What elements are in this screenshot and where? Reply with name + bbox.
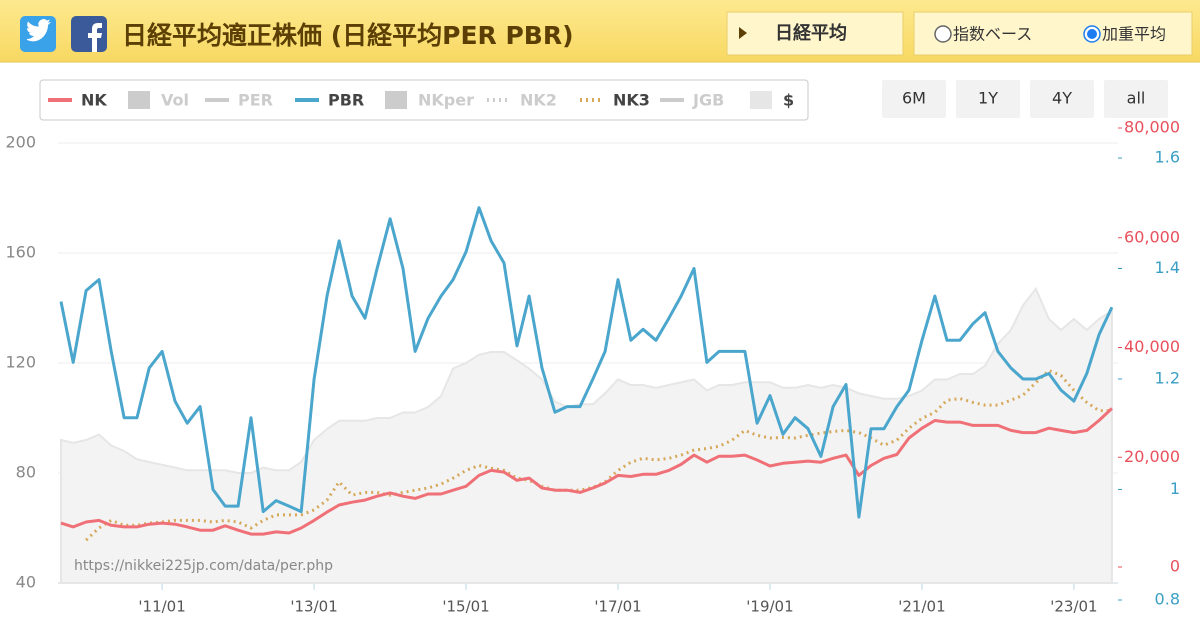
- legend-item[interactable]: NK2: [487, 91, 557, 110]
- y2-tick-label: 40,000: [1124, 337, 1180, 356]
- facebook-icon[interactable]: [71, 16, 107, 52]
- line-series: [60, 407, 1113, 536]
- legend-label: PER: [238, 91, 273, 110]
- y3-tick-label: 1: [1170, 479, 1180, 498]
- legend-label: Vol: [161, 91, 189, 110]
- legend-item[interactable]: NK3: [580, 91, 650, 110]
- x-tick-label: '13/01: [290, 598, 337, 616]
- legend-label: $: [783, 91, 794, 110]
- legend-item[interactable]: NKper: [385, 91, 474, 110]
- range-button[interactable]: [1104, 80, 1168, 118]
- twitter-icon[interactable]: [20, 16, 56, 52]
- dotted-series: [85, 368, 1112, 542]
- legend-swatch: [750, 91, 772, 109]
- x-tick-label: '15/01: [442, 598, 489, 616]
- y-tick-label: 120: [5, 353, 36, 372]
- radio-panel: [913, 11, 1193, 56]
- page-title: 日経平均適正株価 (日経平均PER PBR): [122, 21, 574, 50]
- range-button[interactable]: [1030, 80, 1094, 118]
- y3-tick-label: 1.4: [1155, 258, 1180, 277]
- y-tick-label: 200: [5, 133, 36, 152]
- legend-item[interactable]: PBR: [295, 91, 364, 110]
- y3-tick-label: 1.2: [1155, 369, 1180, 388]
- y3-tick-label: 0.8: [1155, 590, 1180, 609]
- index-button-label: 日経平均: [775, 22, 847, 44]
- legend-label: NKper: [418, 91, 474, 110]
- legend-label: NK: [81, 91, 107, 110]
- x-tick-label: '23/01: [1050, 598, 1097, 616]
- legend-item[interactable]: Vol: [128, 91, 189, 110]
- legend-item[interactable]: NK: [48, 91, 107, 110]
- radio-button[interactable]: [934, 25, 952, 43]
- y3-tick-label: 1.6: [1155, 148, 1180, 167]
- line-series: [59, 206, 1114, 519]
- x-tick-label: '17/01: [594, 598, 641, 616]
- legend-item[interactable]: $: [750, 91, 794, 110]
- area-series: [60, 286, 1113, 584]
- source-note: https://nikkei225jp.com/data/per.php: [74, 558, 333, 574]
- range-button-label: 4Y: [1052, 89, 1072, 108]
- y2-tick-label: 60,000: [1124, 227, 1180, 246]
- x-tick-label: '11/01: [138, 598, 185, 616]
- y2-tick-label: 20,000: [1124, 447, 1180, 466]
- radio-label: 指数ベース: [953, 25, 1032, 44]
- legend-swatch: [385, 91, 407, 109]
- range-button-label: all: [1127, 89, 1146, 108]
- range-button-label: 1Y: [978, 89, 998, 108]
- legend-label: PBR: [328, 91, 364, 110]
- y2-tick-label: 0: [1170, 557, 1180, 576]
- y-tick-label: 40: [16, 573, 36, 592]
- range-button-label: 6M: [902, 89, 926, 108]
- legend-label: JGB: [692, 91, 724, 110]
- x-tick-label: '19/01: [746, 598, 793, 616]
- y-tick-label: 80: [16, 463, 36, 482]
- y2-tick-label: 80,000: [1124, 118, 1180, 137]
- legend-label: NK3: [613, 91, 650, 110]
- x-tick-label: '21/01: [898, 598, 945, 616]
- range-button[interactable]: [882, 80, 946, 118]
- y-tick-label: 160: [5, 243, 36, 262]
- legend-box: [39, 79, 809, 121]
- legend-item[interactable]: JGB: [660, 91, 724, 110]
- radio-label: 加重平均: [1102, 25, 1166, 44]
- legend-swatch: [128, 91, 150, 109]
- radio-dot: [1087, 29, 1097, 39]
- range-button[interactable]: [956, 80, 1020, 118]
- index-button[interactable]: 日経平均: [726, 11, 904, 56]
- legend-label: NK2: [520, 91, 557, 110]
- legend-item[interactable]: PER: [205, 91, 273, 110]
